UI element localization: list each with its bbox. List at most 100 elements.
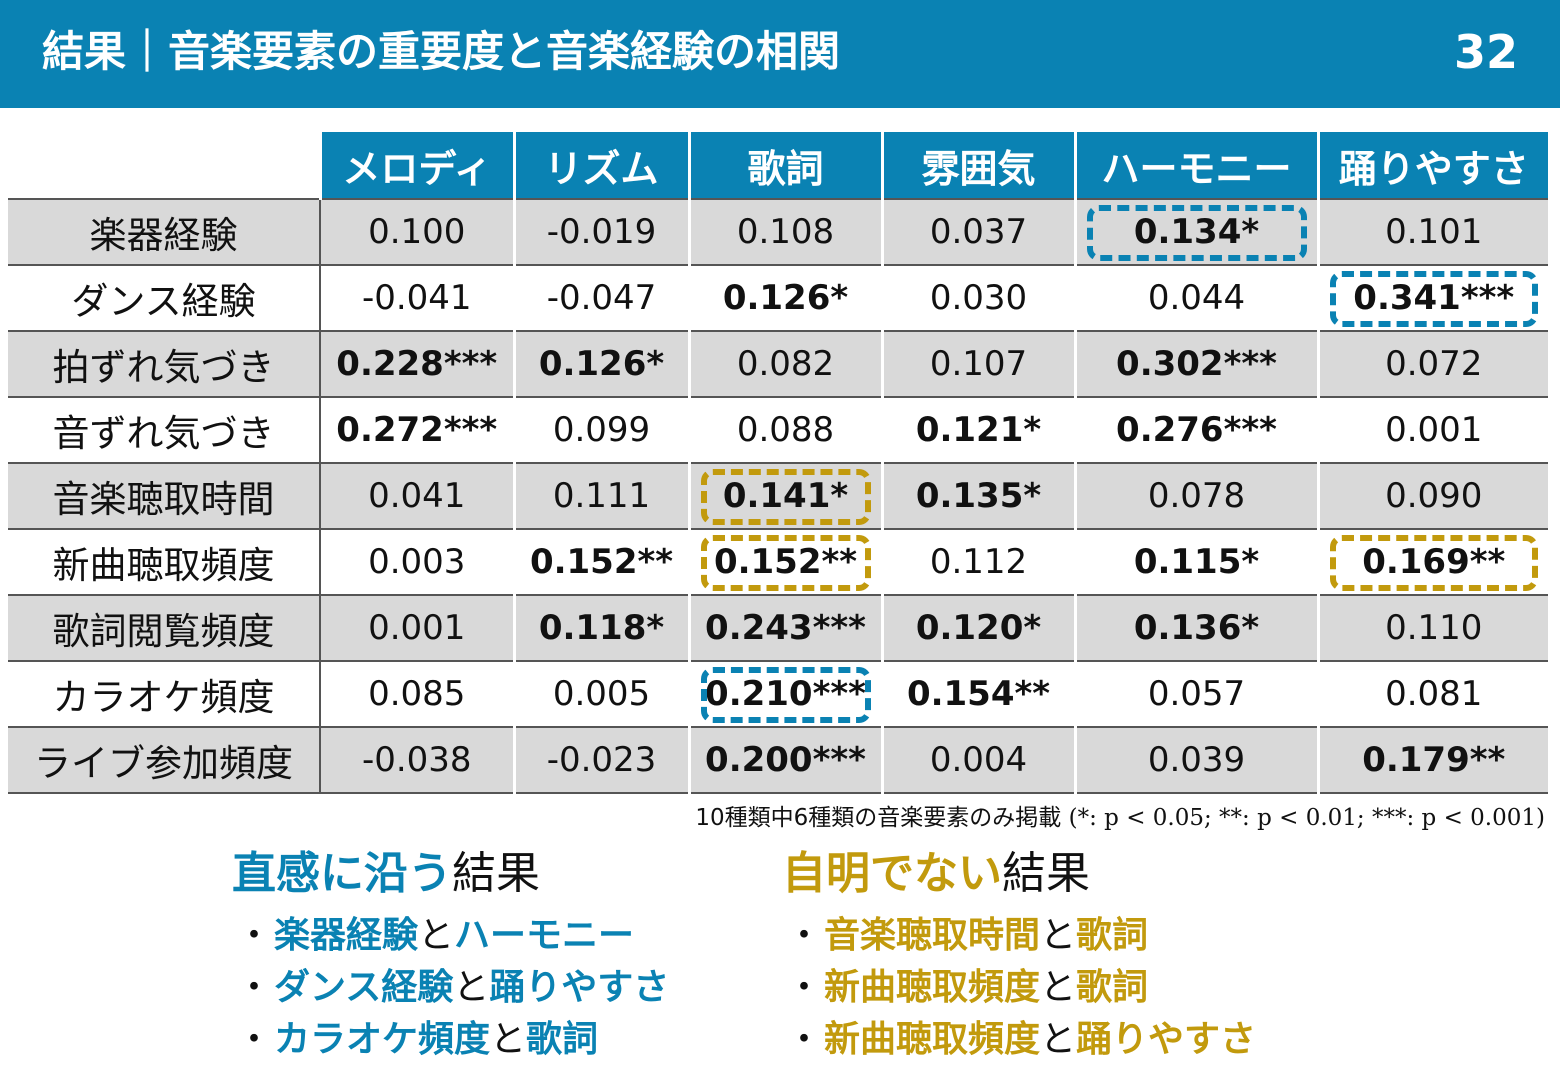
result-connector: と <box>1040 967 1077 1008</box>
table-cell: -0.047 <box>512 264 689 331</box>
cell-value: 0.082 <box>736 344 835 384</box>
cell-value: 0.136* <box>1133 608 1260 648</box>
cell-value: 0.210*** <box>705 674 866 714</box>
table-cell: 0.101 <box>1316 198 1548 265</box>
result-factor: カラオケ頻度 <box>274 1019 491 1060</box>
column-header: リズム <box>512 132 689 199</box>
table-cell: 0.078 <box>1073 462 1318 529</box>
row-label: 歌詞閲覧頻度 <box>8 594 321 661</box>
table-cell: 0.118* <box>512 594 689 661</box>
table-cell: 0.030 <box>880 264 1075 331</box>
table-cell: -0.038 <box>320 726 514 794</box>
cell-value: 0.005 <box>552 674 651 714</box>
table-cell: 0.126* <box>687 264 882 331</box>
table-cell: 0.005 <box>512 660 689 727</box>
cell-value: 0.115* <box>1133 542 1260 582</box>
table-cell: 0.041 <box>320 462 514 529</box>
result-element: 踊りやすさ <box>1076 1019 1257 1060</box>
table-row: 歌詞閲覧頻度 0.001 0.118* 0.243*** 0.120* 0.136* 0.1… <box>8 594 1548 661</box>
result-connector: と <box>453 967 490 1008</box>
row-label: 音ずれ気づき <box>8 396 321 463</box>
bullet-dot: ・ <box>235 967 272 1008</box>
column-header: 踊りやすさ <box>1316 132 1548 199</box>
result-factor: 楽器経験 <box>274 915 419 956</box>
cell-value: 0.044 <box>1147 278 1246 318</box>
table-cell: -0.019 <box>512 198 689 265</box>
slide-header: 結果｜音楽要素の重要度と音楽経験の相関 32 <box>0 0 1560 108</box>
result-item: ・新曲聴取頻度と踊りやすさ <box>784 1014 1256 1066</box>
cell-value: 0.135* <box>915 476 1042 516</box>
table-cell: 0.200*** <box>687 726 882 794</box>
correlation-table: メロディ リズム 歌詞 雰囲気 ハーモニー 踊りやすさ 楽器経験 0.100 -0.… <box>8 132 1548 794</box>
result-element: 歌詞 <box>1076 967 1149 1008</box>
table-cell: 0.134* <box>1073 198 1318 265</box>
cell-value: 0.108 <box>736 212 835 252</box>
result-factor: 音楽聴取時間 <box>824 915 1041 956</box>
cell-value: 0.341*** <box>1353 278 1515 318</box>
table-cell: 0.141* <box>687 462 882 529</box>
cell-value: 0.003 <box>368 542 466 582</box>
result-factor: 新曲聴取頻度 <box>824 967 1041 1008</box>
cell-value: 0.120* <box>915 608 1042 648</box>
result-connector: と <box>490 1019 527 1060</box>
intuitive-results: 直感に沿う結果 ・楽器経験とハーモニー ・ダンス経験と踊りやすさ ・カラオケ頻度と歌… <box>232 844 669 1066</box>
table-row: カラオケ頻度 0.085 0.005 0.210*** 0.154** 0.057 0.08… <box>8 660 1548 727</box>
row-label: ダンス経験 <box>8 264 321 331</box>
result-connector: と <box>1040 1019 1077 1060</box>
result-connector: と <box>1040 915 1077 956</box>
table-cell: -0.041 <box>320 264 514 331</box>
row-label: 楽器経験 <box>8 198 321 265</box>
result-item: ・カラオケ頻度と歌詞 <box>234 1014 669 1066</box>
table-corner <box>8 132 320 199</box>
table-cell: 0.136* <box>1073 594 1318 661</box>
cell-value: 0.081 <box>1385 674 1483 714</box>
cell-value: -0.019 <box>546 212 657 252</box>
cell-value: 0.111 <box>552 476 651 516</box>
table-cell: 0.341*** <box>1316 264 1548 331</box>
row-label: カラオケ頻度 <box>8 660 321 727</box>
cell-value: 0.004 <box>929 740 1028 780</box>
table-cell: 0.001 <box>320 594 514 661</box>
column-header: 歌詞 <box>687 132 882 199</box>
footnote-text: 10種類中6種類の音楽要素のみ掲載 <box>695 805 1062 831</box>
bullet-dot: ・ <box>785 967 822 1008</box>
cell-value: 0.030 <box>929 278 1028 318</box>
column-header: 雰囲気 <box>880 132 1075 199</box>
table-cell: 0.120* <box>880 594 1075 661</box>
table-row: 音楽聴取時間 0.041 0.111 0.141* 0.135* 0.078 0.090 <box>8 462 1548 529</box>
table-cell: 0.004 <box>880 726 1075 794</box>
cell-value: -0.038 <box>361 740 472 780</box>
table-row: ダンス経験 -0.041 -0.047 0.126* 0.030 0.044 0.341**… <box>8 264 1548 331</box>
result-element: 歌詞 <box>526 1019 599 1060</box>
cell-value: 0.243*** <box>705 608 866 648</box>
nonobvious-results-title: 自明でない結果 <box>782 844 1256 904</box>
row-label: 拍ずれ気づき <box>8 330 321 397</box>
result-connector: と <box>418 915 455 956</box>
table-cell: 0.302*** <box>1073 330 1318 397</box>
table-cell: 0.112 <box>880 528 1075 595</box>
table-cell: 0.154** <box>880 660 1075 727</box>
table-body: 楽器経験 0.100 -0.019 0.108 0.037 0.134* 0.101 ダンス経… <box>8 198 1548 794</box>
nonobvious-results-list: ・音楽聴取時間と歌詞 ・新曲聴取頻度と歌詞 ・新曲聴取頻度と踊りやすさ <box>784 910 1256 1066</box>
result-element: ハーモニー <box>454 915 635 956</box>
table-cell: 0.135* <box>880 462 1075 529</box>
cell-value: 0.039 <box>1147 740 1246 780</box>
significance-legend: (*: p < 0.05; **: p < 0.01; ***: p < 0.0… <box>1068 805 1545 831</box>
table-cell: 0.179** <box>1316 726 1548 794</box>
table-cell: 0.169** <box>1316 528 1548 595</box>
intuitive-results-title: 直感に沿う結果 <box>232 844 669 904</box>
cell-value: 0.141* <box>722 476 849 516</box>
cell-value: -0.047 <box>546 278 657 318</box>
title-rest: 結果 <box>1002 848 1090 899</box>
result-factor: ダンス経験 <box>274 967 454 1008</box>
table-cell: 0.001 <box>1316 396 1548 463</box>
cell-value: 0.099 <box>552 410 651 450</box>
cell-value: 0.107 <box>929 344 1028 384</box>
cell-value: 0.200*** <box>705 740 866 780</box>
intuitive-results-list: ・楽器経験とハーモニー ・ダンス経験と踊りやすさ ・カラオケ頻度と歌詞 <box>234 910 669 1066</box>
table-cell: 0.152** <box>687 528 882 595</box>
slide-title: 結果｜音楽要素の重要度と音楽経験の相関 <box>42 27 841 76</box>
cell-value: 0.041 <box>368 476 466 516</box>
row-label: 新曲聴取頻度 <box>8 528 321 595</box>
table-cell: 0.108 <box>687 198 882 265</box>
